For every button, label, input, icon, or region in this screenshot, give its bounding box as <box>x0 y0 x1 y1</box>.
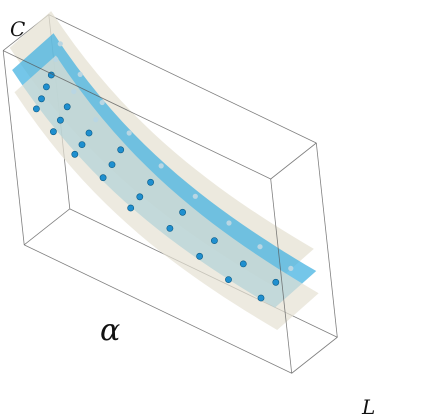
data-points-layer <box>33 41 294 302</box>
data-point <box>272 278 280 286</box>
data-point <box>38 95 45 103</box>
box-edge <box>2 50 25 245</box>
y-axis-label: α <box>100 313 120 348</box>
z-axis-label: C <box>10 17 25 41</box>
data-point <box>57 116 64 124</box>
data-point <box>63 103 71 111</box>
data-point <box>166 224 174 232</box>
box-edge <box>270 178 293 374</box>
data-point <box>93 117 99 123</box>
data-point <box>126 130 132 136</box>
data-point <box>99 174 107 182</box>
data-point <box>226 220 232 226</box>
data-point <box>53 56 59 63</box>
plot-box-front-edges <box>2 50 293 374</box>
box-edge <box>270 142 317 180</box>
box-edge <box>23 208 71 246</box>
data-point <box>43 83 50 91</box>
data-point <box>77 71 83 77</box>
data-point <box>33 105 40 113</box>
data-point <box>78 141 86 148</box>
box-edge <box>291 336 338 374</box>
data-point <box>136 193 144 201</box>
data-point <box>57 41 63 47</box>
box-edge <box>3 50 271 180</box>
data-point <box>288 265 294 271</box>
data-point <box>147 178 154 186</box>
data-point <box>127 204 135 212</box>
box-edge <box>24 244 292 374</box>
data-point <box>99 99 105 106</box>
data-point <box>257 244 263 250</box>
data-point <box>108 161 116 168</box>
data-point <box>210 237 218 244</box>
box-edge <box>48 14 317 144</box>
data-point <box>158 163 164 169</box>
data-point <box>257 294 265 302</box>
lower-confidence-surface <box>14 55 319 330</box>
data-point <box>192 193 198 199</box>
data-point <box>239 260 247 268</box>
data-point <box>71 150 79 158</box>
data-point <box>71 88 77 95</box>
data-point <box>196 252 203 260</box>
box-edge <box>315 142 338 338</box>
x-axis-label: L <box>361 395 375 419</box>
data-point <box>179 208 186 216</box>
data-point <box>117 146 125 154</box>
data-point <box>225 276 232 283</box>
data-point <box>50 128 57 136</box>
data-point <box>85 129 93 137</box>
